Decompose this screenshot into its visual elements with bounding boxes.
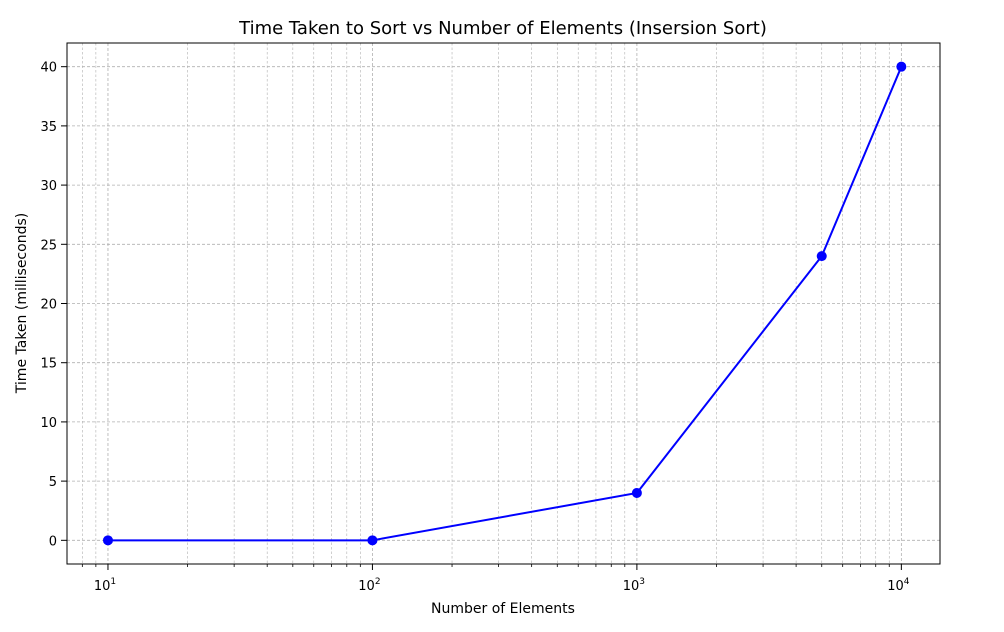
data-point [102,535,113,546]
x-axis-label: Number of Elements [431,601,575,617]
ticks: 101 102 103 104 0 5 10 15 20 25 30 35 40 [40,61,909,594]
chart-title: Time Taken to Sort vs Number of Elements… [238,18,767,39]
y-tick-label: 10 [40,416,57,431]
y-tick-label: 5 [49,475,57,490]
x-tick-label: 101 [94,577,116,594]
x-tick-label: 102 [358,577,380,594]
y-tick-label: 40 [40,61,57,76]
y-tick-label: 35 [40,120,57,135]
data-point [631,487,642,498]
data-point [816,251,827,262]
y-tick-label: 20 [40,298,57,313]
data-point [896,61,907,72]
y-tick-label: 25 [40,238,57,253]
y-tick-label: 15 [40,357,57,372]
x-tick-label: 103 [623,577,645,594]
y-axis-label: Time Taken (milliseconds) [14,213,30,394]
grid [67,43,940,564]
data-point [367,535,378,546]
y-tick-label: 30 [40,179,57,194]
series [102,61,907,546]
y-tick-label: 0 [49,534,57,549]
x-tick-label: 104 [887,577,910,594]
